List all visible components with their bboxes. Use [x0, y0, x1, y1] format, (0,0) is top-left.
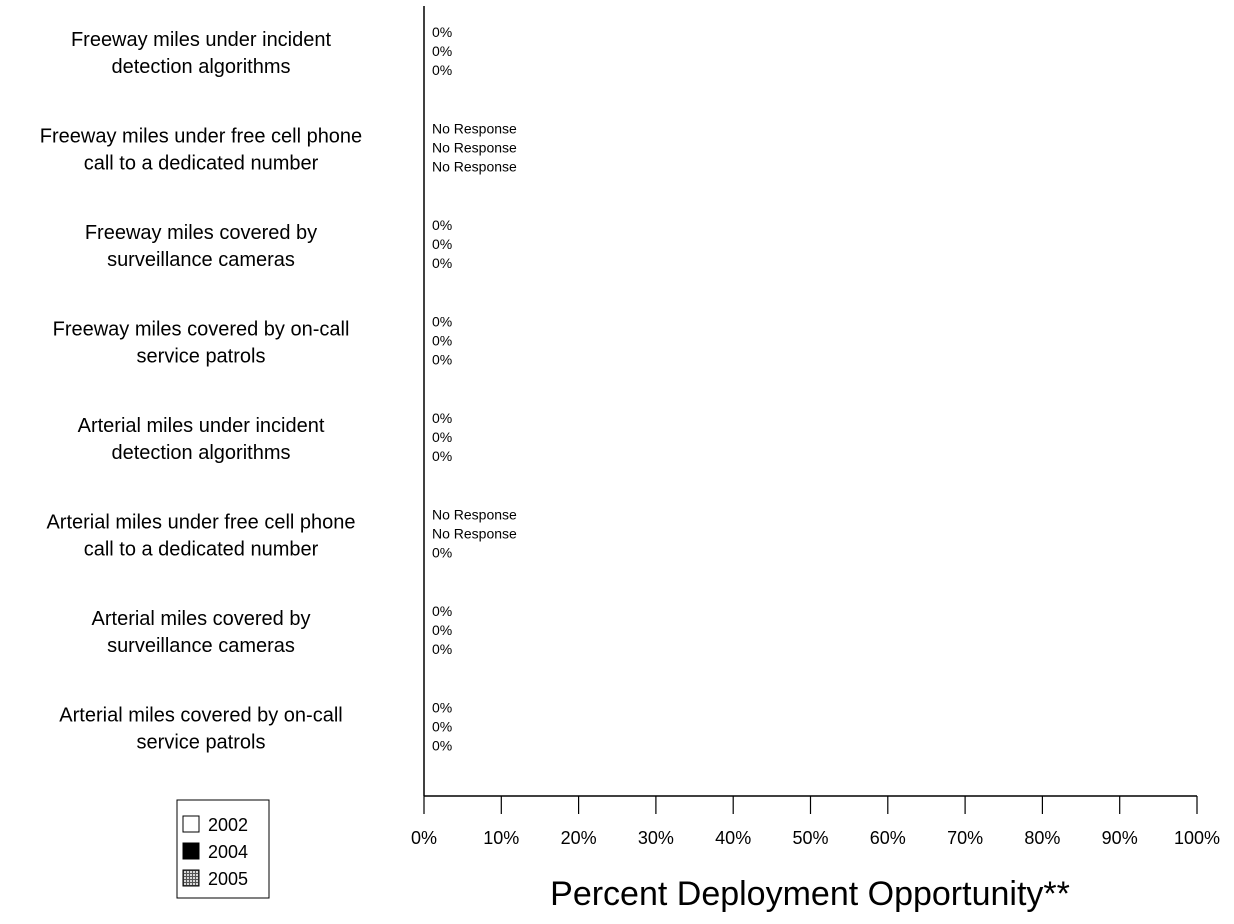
- data-label-2004: 0%: [432, 333, 452, 349]
- x-tick-label: 60%: [870, 828, 906, 848]
- data-label-2004: 0%: [432, 719, 452, 735]
- category-label-line2: detection algorithms: [112, 56, 291, 78]
- category-label-line2: service patrols: [137, 346, 266, 368]
- data-label-2002: No Response: [432, 507, 517, 523]
- data-label-2005: 0%: [432, 641, 452, 657]
- x-tick-label: 80%: [1024, 828, 1060, 848]
- data-label-2002: 0%: [432, 700, 452, 716]
- category-label-line2: call to a dedicated number: [84, 153, 319, 175]
- data-label-2005: 0%: [432, 62, 452, 78]
- x-tick-label: 70%: [947, 828, 983, 848]
- category-label-line1: Freeway miles covered by: [85, 222, 317, 244]
- data-label-2004: 0%: [432, 236, 452, 252]
- legend-label-2004: 2004: [208, 842, 248, 862]
- data-label-2004: 0%: [432, 43, 452, 59]
- legend-label-2005: 2005: [208, 869, 248, 889]
- x-tick-label: 50%: [792, 828, 828, 848]
- x-tick-label: 100%: [1174, 828, 1220, 848]
- legend-swatch-2004: [182, 842, 200, 860]
- data-label-2004: No Response: [432, 526, 517, 542]
- x-tick-label: 90%: [1102, 828, 1138, 848]
- category-label-line2: surveillance cameras: [107, 635, 295, 657]
- bar-value-labels: 0% 0% 0% No Response No Response No Response 0…: [432, 24, 517, 754]
- legend-swatch-2002: [182, 815, 200, 833]
- x-tick-label: 30%: [638, 828, 674, 848]
- legend-swatch-2005: [182, 869, 200, 887]
- data-label-2002: 0%: [432, 314, 452, 330]
- category-label-line1: Freeway miles under incident: [71, 29, 332, 51]
- category-labels: Freeway miles under incident detection al…: [40, 29, 362, 754]
- x-axis-title: Percent Deployment Opportunity**: [550, 875, 1070, 913]
- data-label-2002: 0%: [432, 603, 452, 619]
- data-label-2005: No Response: [432, 159, 517, 175]
- x-tick-label: 40%: [715, 828, 751, 848]
- x-tick-label: 0%: [411, 828, 437, 848]
- category-label-line1: Arterial miles under incident: [78, 415, 325, 437]
- data-label-2002: 0%: [432, 410, 452, 426]
- data-label-2005: 0%: [432, 738, 452, 754]
- x-tick-label: 10%: [483, 828, 519, 848]
- data-label-2004: No Response: [432, 140, 517, 156]
- data-label-2004: 0%: [432, 622, 452, 638]
- data-label-2004: 0%: [432, 429, 452, 445]
- data-label-2002: 0%: [432, 24, 452, 40]
- data-label-2002: 0%: [432, 217, 452, 233]
- data-label-2005: 0%: [432, 255, 452, 271]
- data-label-2005: 0%: [432, 545, 452, 561]
- category-label-line2: call to a dedicated number: [84, 539, 319, 561]
- category-label-line2: service patrols: [137, 732, 266, 754]
- category-label-line1: Freeway miles covered by on-call: [53, 319, 350, 341]
- data-label-2002: No Response: [432, 121, 517, 137]
- category-label-line1: Arterial miles covered by on-call: [59, 705, 342, 727]
- legend: 2002 2004 2005: [176, 799, 270, 899]
- category-label-line2: detection algorithms: [112, 442, 291, 464]
- category-label-line1: Arterial miles covered by: [92, 608, 311, 630]
- category-label-line2: surveillance cameras: [107, 249, 295, 271]
- data-label-2005: 0%: [432, 352, 452, 368]
- x-axis-ticks: 0% 10% 20% 30% 40% 50% 60% 70% 80% 90% 100%: [411, 796, 1220, 848]
- x-tick-label: 20%: [561, 828, 597, 848]
- data-label-2005: 0%: [432, 448, 452, 464]
- category-label-line1: Arterial miles under free cell phone: [46, 512, 355, 534]
- legend-label-2002: 2002: [208, 815, 248, 835]
- category-label-line1: Freeway miles under free cell phone: [40, 126, 362, 148]
